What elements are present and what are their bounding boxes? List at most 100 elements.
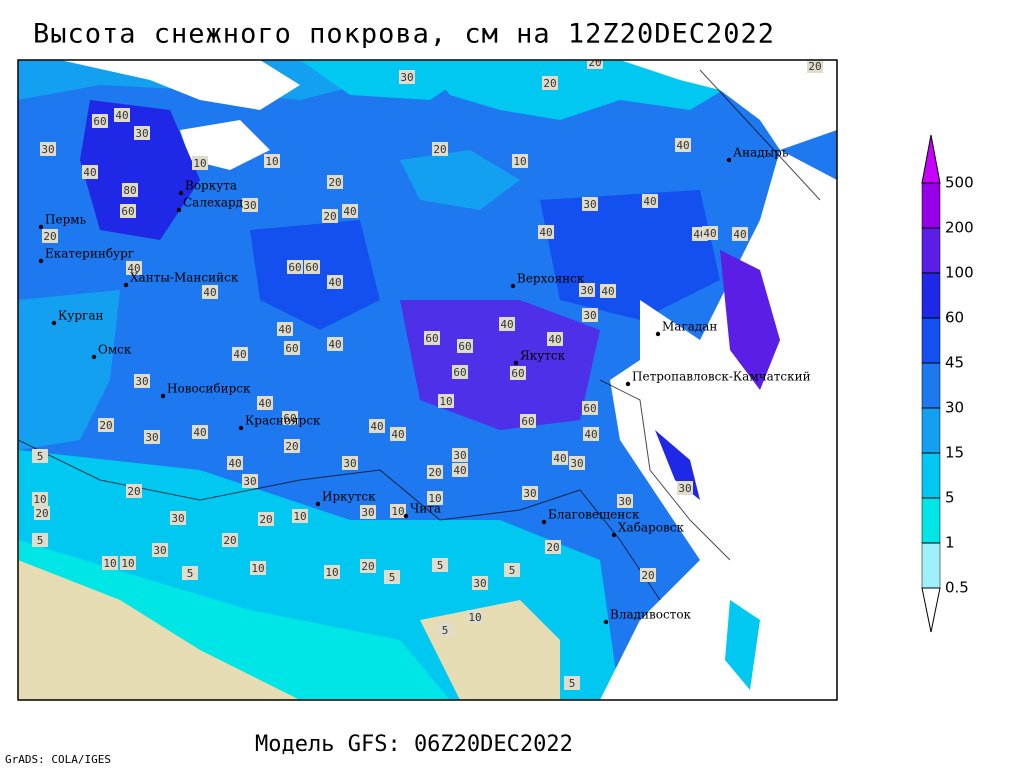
contour-label-box xyxy=(287,260,303,274)
contour-label: 30 xyxy=(145,431,158,444)
contour-label-box xyxy=(467,610,483,624)
subtitle: Модель GFS: 06Z20DEC2022 xyxy=(255,732,573,757)
contour-label: 10 xyxy=(428,492,441,505)
contour-label: 60 xyxy=(283,412,296,425)
city-label: Салехард xyxy=(183,196,243,210)
contour-label: 40 xyxy=(548,333,561,346)
contour-label-box xyxy=(438,394,454,408)
contour-label: 20 xyxy=(361,560,374,573)
contour-label-box xyxy=(522,486,538,500)
contour-label: 20 xyxy=(323,210,336,223)
contour-label: 40 xyxy=(115,109,128,122)
contour-label-box xyxy=(32,492,48,506)
contour-label: 40 xyxy=(453,464,466,477)
contour-label: 20 xyxy=(259,513,272,526)
contour-label-box xyxy=(583,427,599,441)
colorbar-label: 100 xyxy=(945,264,974,282)
contour-label: 20 xyxy=(546,541,559,554)
city-dot xyxy=(726,157,732,163)
contour-label: 60 xyxy=(425,332,438,345)
city-dot xyxy=(38,224,44,230)
contour-label-box xyxy=(34,506,50,520)
contour-label-box xyxy=(582,197,598,211)
city-label: Магадан xyxy=(662,320,717,334)
contour-label: 20 xyxy=(808,60,821,73)
contour-label-box xyxy=(732,227,748,241)
contour-label-box xyxy=(437,623,453,637)
city-dot xyxy=(123,282,129,288)
contour-label-box xyxy=(126,261,142,275)
contour-label: 30 xyxy=(473,577,486,590)
contour-label: 40 xyxy=(584,428,597,441)
contour-label: 10 xyxy=(121,557,134,570)
contour-label: 30 xyxy=(583,198,596,211)
contour-label: 10 xyxy=(33,493,46,506)
city-label: Омск xyxy=(98,343,132,357)
contour-label: 40 xyxy=(601,285,614,298)
city-dot xyxy=(513,360,519,366)
contour-label: 20 xyxy=(543,77,556,90)
contour-label-box xyxy=(152,543,168,557)
contour-label: 40 xyxy=(370,420,383,433)
contour-label: 40 xyxy=(233,348,246,361)
contour-label-box xyxy=(284,439,300,453)
colorbar-label: 30 xyxy=(945,399,964,417)
contour-label: 60 xyxy=(583,402,596,415)
contour-label: 40 xyxy=(703,227,716,240)
contour-label-box xyxy=(102,556,118,570)
contour-label-box xyxy=(390,427,406,441)
contour-label-box xyxy=(360,559,376,573)
city-label: Ханты-Мансийск xyxy=(130,271,239,285)
contour-label: 20 xyxy=(588,56,601,69)
city-dot xyxy=(176,207,182,213)
colorbar-segment xyxy=(921,272,941,319)
contour-label: 30 xyxy=(153,544,166,557)
city-label: Иркутск xyxy=(322,490,376,504)
contour-label: 30 xyxy=(580,284,593,297)
contour-label: 30 xyxy=(343,457,356,470)
city-label: Владивосток xyxy=(610,608,692,622)
contour-label: 40 xyxy=(328,338,341,351)
contour-label: 60 xyxy=(521,415,534,428)
contour-label-box xyxy=(564,676,580,690)
contour-label-box xyxy=(182,566,198,580)
contour-label: 10 xyxy=(193,157,206,170)
contour-label: 30 xyxy=(243,475,256,488)
city-dot xyxy=(655,331,661,337)
contour-label: 40 xyxy=(643,195,656,208)
contour-label: 10 xyxy=(251,562,264,575)
contour-label-box xyxy=(284,341,300,355)
colorbar-segment xyxy=(921,317,941,364)
contour-label: 80 xyxy=(123,184,136,197)
contour-label: 40 xyxy=(676,139,689,152)
contour-label: 60 xyxy=(458,340,471,353)
city-dot xyxy=(510,283,516,289)
contour-label-box xyxy=(582,308,598,322)
contour-label: 20 xyxy=(433,143,446,156)
city-dot xyxy=(611,532,617,538)
contour-label-box xyxy=(499,317,515,331)
contour-label-box xyxy=(92,114,108,128)
contour-label-box xyxy=(134,374,150,388)
contour-label: 20 xyxy=(43,230,56,243)
contour-label: 30 xyxy=(243,199,256,212)
city-label: Анадырь xyxy=(733,146,789,160)
colorbar-label: 0.5 xyxy=(945,579,969,597)
contour-label-box xyxy=(452,365,468,379)
city-label: Петропавловск-Камчатский xyxy=(632,370,811,384)
contour-label: 40 xyxy=(500,318,513,331)
contour-label: 30 xyxy=(135,127,148,140)
contour-label-box xyxy=(292,509,308,523)
contour-label-box xyxy=(258,512,274,526)
contour-label-box xyxy=(126,484,142,498)
title: Высота снежного покрова, см на 12Z20DEC2… xyxy=(33,19,775,50)
colorbar-label: 45 xyxy=(945,354,964,372)
contour-label-box xyxy=(472,576,488,590)
contour-label-box xyxy=(504,563,520,577)
city-label: Красноярск xyxy=(245,414,321,428)
colorbar-high-triangle xyxy=(921,134,941,184)
contour-label: 40 xyxy=(83,166,96,179)
contour-label: 60 xyxy=(453,366,466,379)
contour-label-box xyxy=(134,126,150,140)
